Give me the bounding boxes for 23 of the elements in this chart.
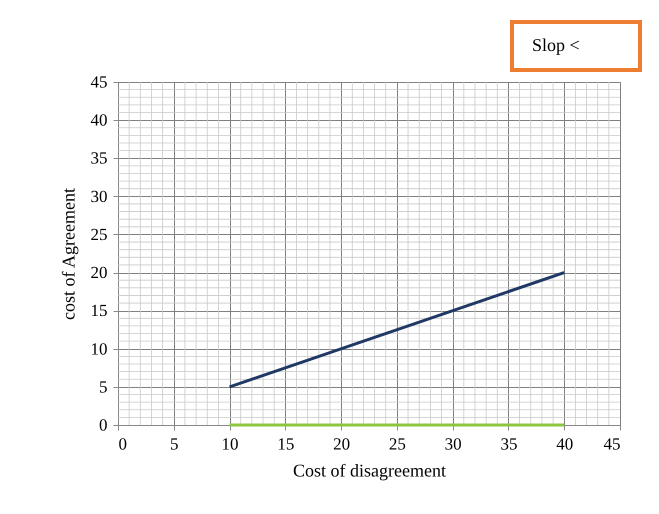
x-tick-label: 10	[222, 434, 239, 454]
x-tick-label: 5	[170, 434, 179, 454]
y-tick-label: 25	[90, 224, 108, 244]
x-axis-title: Cost of disagreement	[293, 460, 446, 480]
y-tick-label: 10	[90, 339, 108, 358]
x-tick-label: 40	[556, 434, 574, 454]
x-tick-label: 45	[604, 434, 620, 454]
x-tick-label: 0	[118, 434, 127, 454]
y-tick-label: 30	[90, 186, 108, 206]
y-tick-label: 35	[90, 148, 108, 168]
y-tick-label: 0	[99, 416, 108, 434]
x-tick-label: 30	[444, 434, 462, 454]
y-tick-label: 20	[90, 263, 108, 282]
x-tick-label: 15	[277, 434, 294, 454]
y-tick-label: 45	[90, 72, 108, 92]
y-tick-label: 40	[90, 110, 108, 130]
x-tick-label: 35	[500, 434, 518, 454]
x-tick-label: 20	[333, 434, 350, 454]
text: Slop <	[532, 35, 580, 55]
y-tick-label: 15	[90, 301, 108, 320]
y-tick-label: 5	[99, 377, 108, 396]
y-axis-title: cost of Agreement	[58, 188, 78, 320]
x-tick-label: 25	[388, 434, 406, 454]
